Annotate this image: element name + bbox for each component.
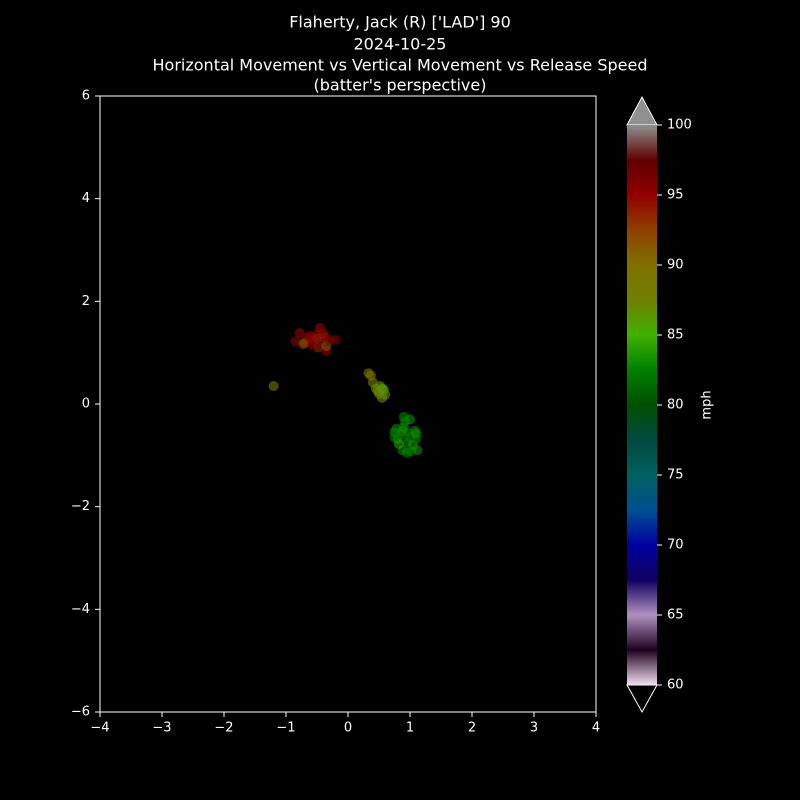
y-tick-label: 4	[82, 191, 90, 206]
point	[268, 381, 279, 392]
chart-title: Flaherty, Jack (R) ['LAD'] 90	[289, 13, 511, 32]
point	[312, 333, 322, 344]
y-tick-label: 6	[82, 89, 90, 104]
x-tick-label: −2	[214, 721, 233, 736]
colorbar-label: mph	[700, 390, 715, 419]
y-tick-label: −6	[71, 705, 90, 720]
chart-subtitle: Horizontal Movement vs Vertical Movement…	[153, 56, 648, 75]
x-tick-label: 4	[592, 721, 600, 736]
point	[389, 432, 400, 443]
point	[397, 425, 408, 436]
y-tick-label: −2	[71, 499, 90, 514]
x-tick-label: 0	[344, 721, 352, 736]
x-tick-label: −3	[152, 721, 171, 736]
point	[401, 447, 412, 458]
colorbar-tick-label: 75	[667, 468, 684, 483]
colorbar-tick-label: 60	[667, 678, 684, 693]
colorbar	[627, 125, 657, 685]
colorbar-tick-label: 90	[667, 258, 684, 273]
x-tick-label: 3	[530, 721, 538, 736]
point	[412, 445, 423, 456]
point	[405, 414, 415, 425]
y-tick-label: 0	[82, 397, 90, 412]
point	[411, 428, 422, 439]
point	[372, 386, 383, 397]
plot-area	[99, 95, 597, 713]
point	[330, 334, 341, 345]
point	[298, 338, 309, 349]
colorbar-tick-label: 85	[667, 328, 684, 343]
x-tick-label: −1	[276, 721, 295, 736]
x-tick-label: 2	[468, 721, 476, 736]
colorbar-tick-label: 80	[667, 398, 684, 413]
point	[294, 328, 305, 339]
colorbar-tick-label: 65	[667, 608, 684, 623]
colorbar-tick-label: 100	[667, 118, 692, 133]
point	[290, 336, 301, 347]
chart-subtitle: 2024-10-25	[354, 35, 447, 54]
y-tick-label: −4	[71, 602, 90, 617]
x-tick-label: −4	[90, 721, 109, 736]
chart-subtitle: (batter's perspective)	[314, 76, 487, 95]
colorbar-tick-label: 95	[667, 188, 684, 203]
y-tick-label: 2	[82, 294, 90, 309]
colorbar-tick-label: 70	[667, 538, 684, 553]
x-tick-label: 1	[406, 721, 414, 736]
